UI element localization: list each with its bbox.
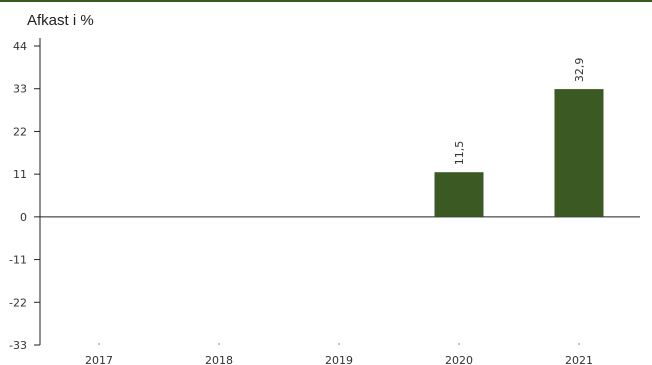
bar-2021 — [554, 89, 604, 217]
top-rule — [0, 0, 652, 2]
data-labels: 11,5 32,9 — [453, 58, 586, 166]
y-axis: 44 33 22 11 0 -11 -22 -33 — [9, 38, 41, 352]
bar-2020 — [434, 172, 484, 217]
x-axis: 2017 2018 2019 2020 2021 — [40, 216, 640, 365]
bars — [434, 89, 604, 217]
y-tick-label: -33 — [9, 339, 27, 352]
x-tick-label: 2019 — [325, 354, 353, 365]
y-tick-label: 11 — [13, 168, 27, 181]
x-tick-label: 2018 — [205, 354, 233, 365]
y-axis-title: Afkast i % — [27, 12, 94, 29]
y-tick-label: 0 — [20, 211, 27, 224]
data-label-2021: 32,9 — [573, 58, 586, 83]
x-tick-label: 2017 — [85, 354, 113, 365]
y-tick-label: -11 — [9, 254, 27, 267]
data-label-2020: 11,5 — [453, 141, 466, 166]
y-tick-label: -22 — [9, 296, 27, 309]
x-tick-label: 2020 — [445, 354, 473, 365]
y-tick-label: 22 — [13, 125, 27, 138]
x-tick-label: 2021 — [565, 354, 593, 365]
y-tick-label: 33 — [13, 83, 27, 96]
y-tick-label: 44 — [13, 40, 27, 53]
